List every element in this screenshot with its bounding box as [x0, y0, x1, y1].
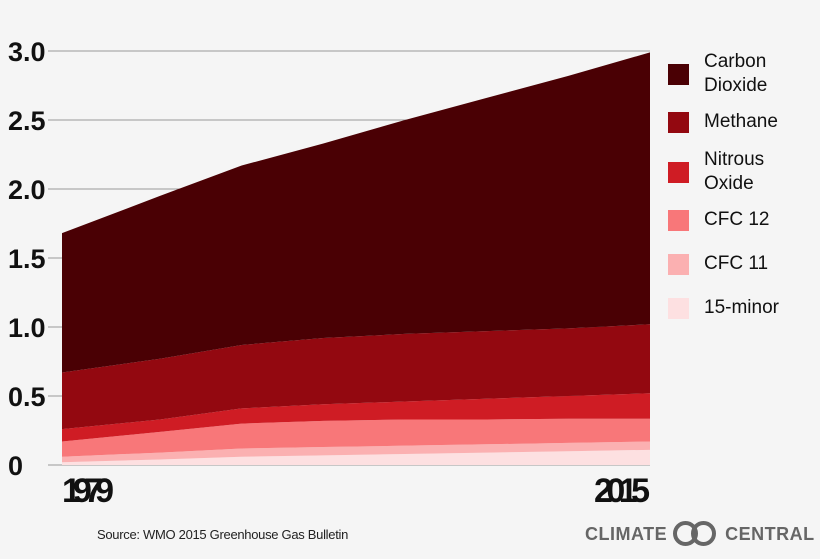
legend-swatch: [668, 297, 689, 319]
legend-swatch: [668, 253, 689, 275]
legend-swatch: [668, 111, 689, 133]
legend-label: CFC 12: [704, 209, 770, 230]
legend-item-minor: 15-minor: [668, 296, 818, 320]
legend-item-nitrous-oxide: Nitrous Oxide: [668, 148, 818, 196]
x-tick-label: 2015: [594, 472, 650, 510]
area-carbon-dioxide: [62, 52, 650, 373]
legend-label: Methane: [704, 111, 778, 132]
logo-text-left: CLIMATE: [585, 523, 668, 544]
legend-item-cfc11: CFC 11: [668, 252, 818, 276]
y-tick-label: 1.0: [8, 313, 46, 343]
logo-text-right: CENTRAL: [725, 523, 815, 544]
legend-label: CFC 11: [704, 253, 769, 274]
logo-rings-icon: [671, 521, 721, 547]
legend-item-cfc12: CFC 12: [668, 208, 818, 232]
y-tick-label: 1.5: [8, 244, 46, 274]
y-tick-label: 3.0: [8, 37, 46, 67]
legend-item-methane: Methane: [668, 110, 818, 134]
legend-label: Carbon Dioxide: [704, 51, 768, 96]
area-methane: [62, 324, 650, 430]
y-tick-label: 0.5: [8, 382, 46, 412]
legend-label: Nitrous Oxide: [704, 149, 765, 194]
x-tick-label: 1979: [62, 472, 114, 510]
climate-central-logo: CLIMATE CENTRAL: [585, 521, 815, 547]
y-tick-label: 2.0: [8, 175, 46, 205]
y-tick-label: 0: [8, 451, 23, 481]
stacked-area-chart: 0 0.5 1.0 1.5 2.0 2.5 3.0 1979 2015: [8, 37, 650, 510]
legend-swatch: [668, 161, 689, 183]
legend-swatch: [668, 63, 689, 85]
legend-swatch: [668, 209, 689, 231]
area-cfc-11: [62, 441, 650, 463]
legend: Carbon Dioxide Methane Nitrous Oxide CFC…: [668, 50, 818, 320]
legend-item-carbon-dioxide: Carbon Dioxide: [668, 50, 818, 98]
source-note: Source: WMO 2015 Greenhouse Gas Bulletin: [97, 527, 349, 542]
area-nitrous-oxide: [62, 393, 650, 442]
legend-label: 15-minor: [704, 297, 779, 318]
area-15-minor: [62, 449, 650, 465]
y-tick-label: 2.5: [8, 106, 46, 136]
area-cfc-12: [62, 418, 650, 457]
